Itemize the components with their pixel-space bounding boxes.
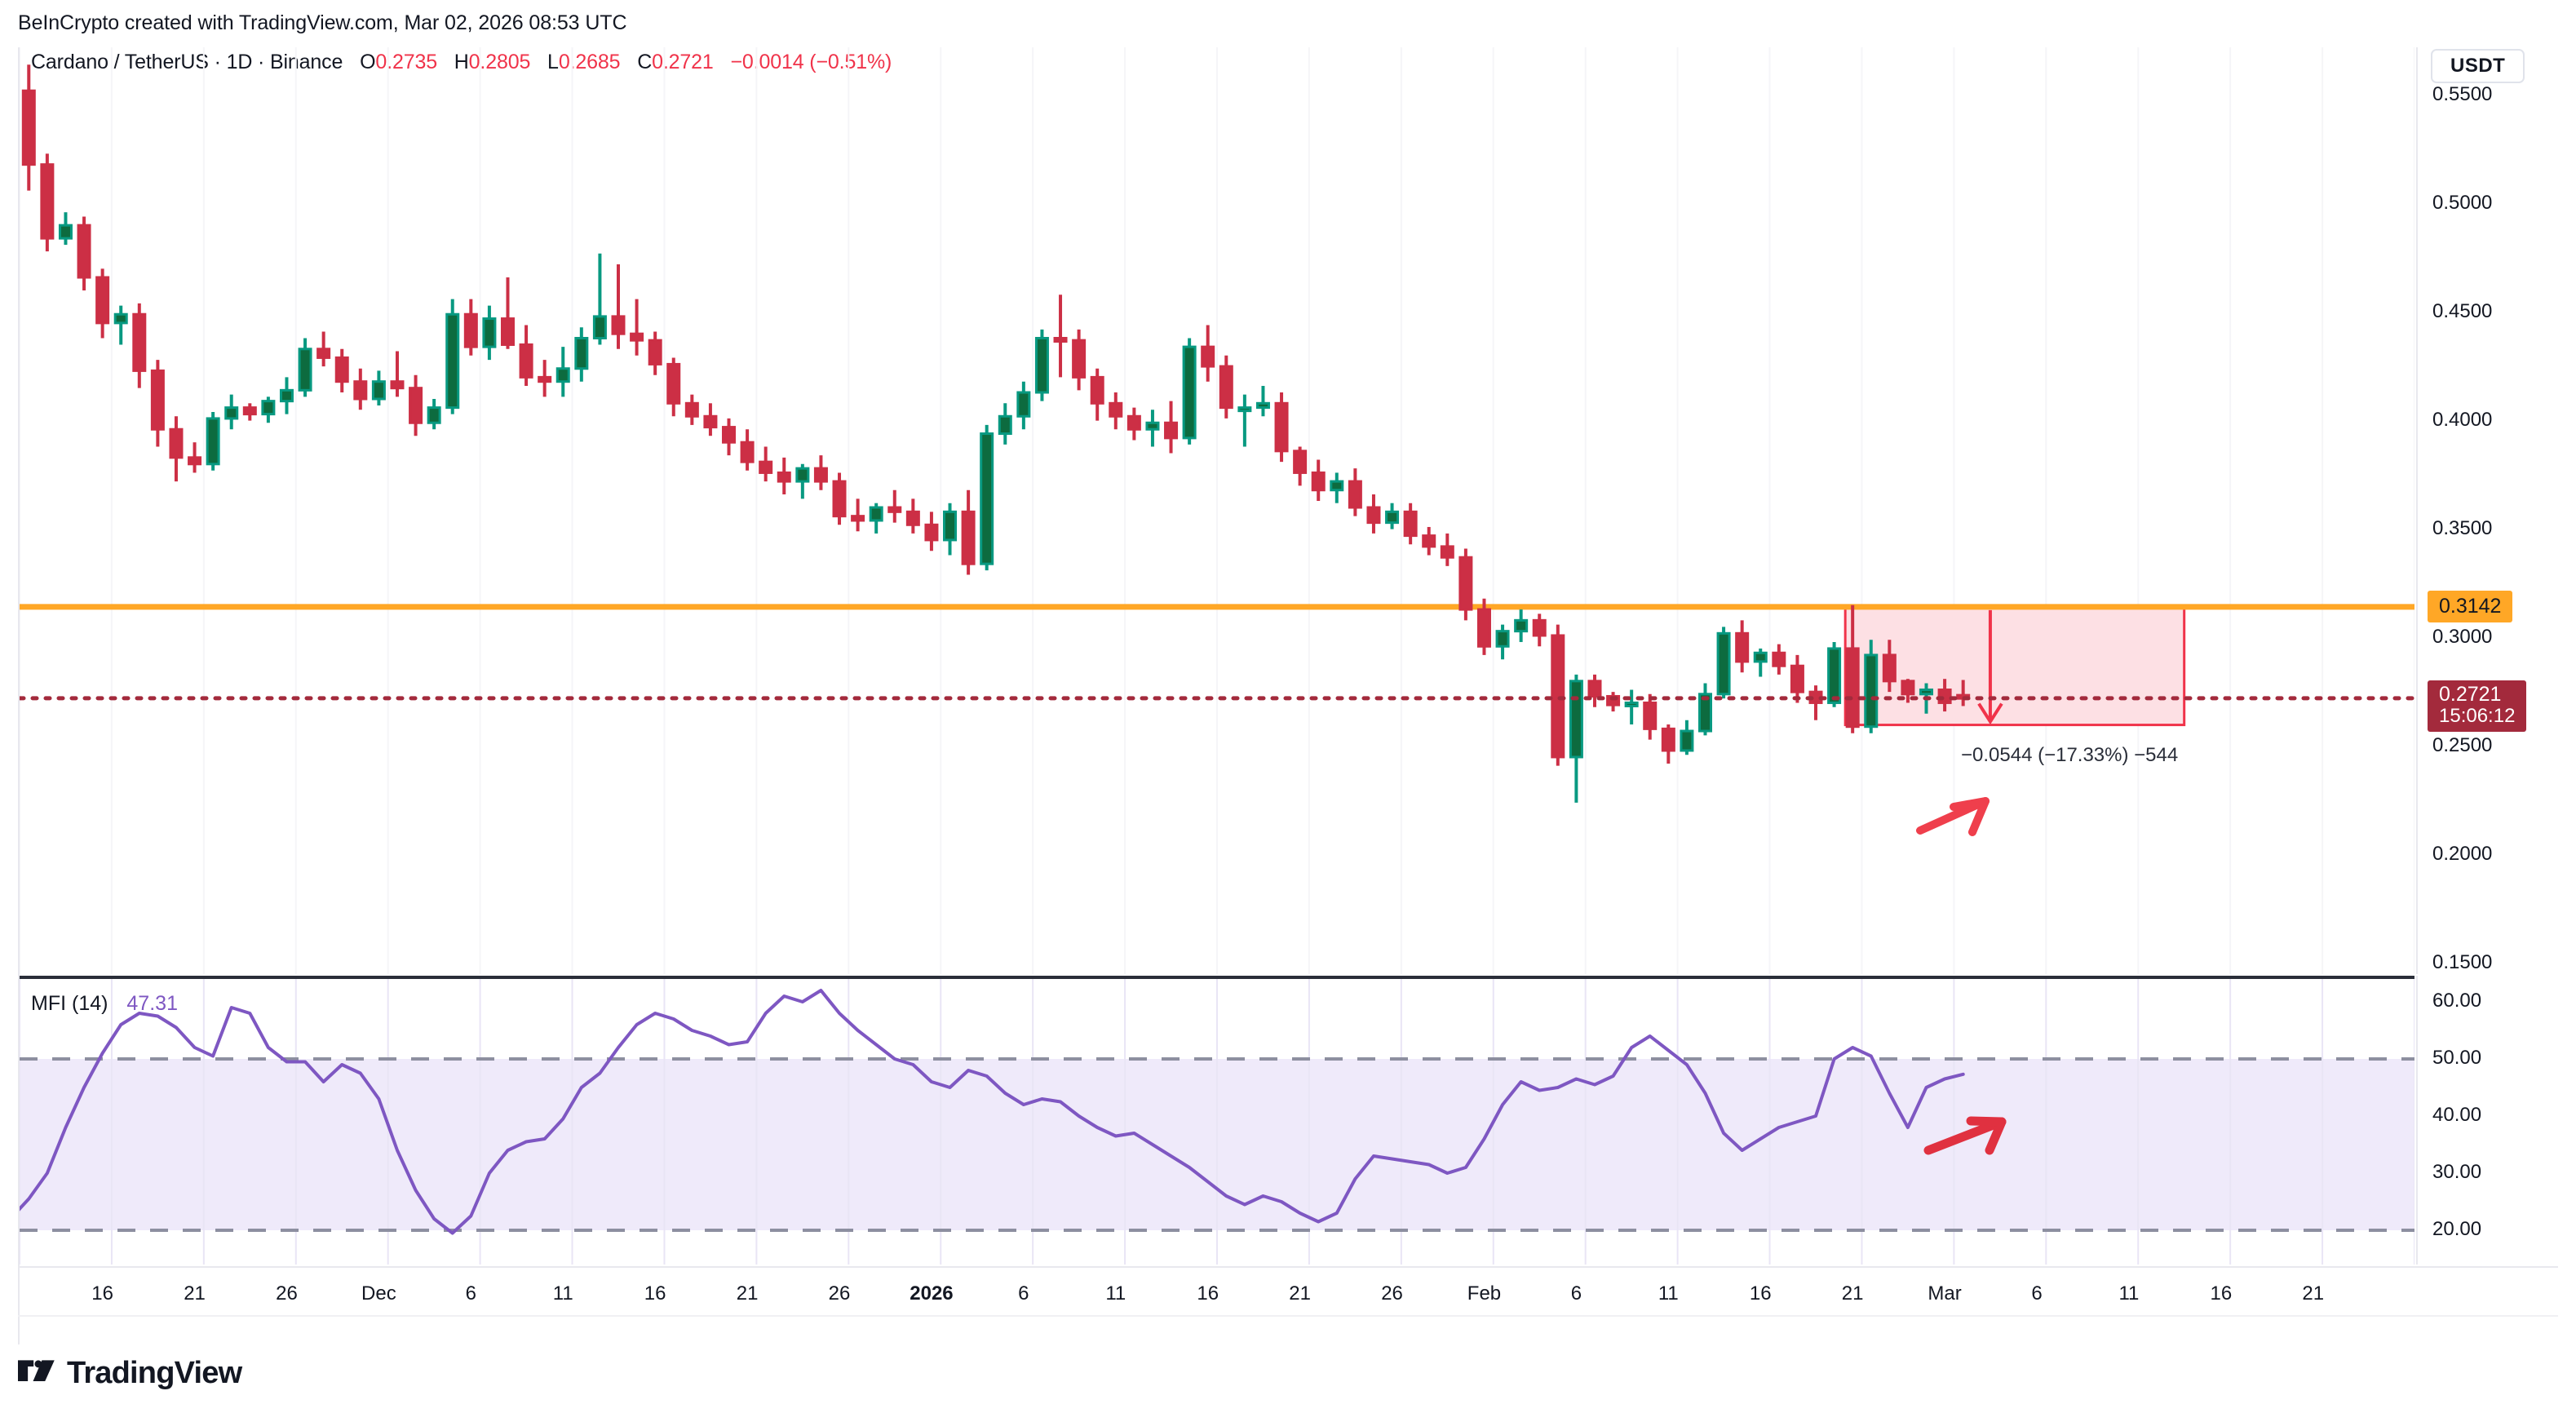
last-price-value: 0.2721 bbox=[2439, 682, 2502, 706]
price-axis-tick: 0.2500 bbox=[2432, 733, 2493, 756]
time-axis-tick: 11 bbox=[1658, 1282, 1679, 1304]
legend-high-label: H bbox=[454, 51, 469, 73]
time-axis-tick: 16 bbox=[1749, 1282, 1772, 1304]
bar-countdown: 15:06:12 bbox=[2439, 704, 2516, 727]
time-axis-tick: 11 bbox=[552, 1282, 573, 1304]
price-axis-tick: 0.3000 bbox=[2432, 625, 2493, 648]
mfi-chart-svg bbox=[20, 979, 2414, 1265]
legend-open-value: 0.2735 bbox=[375, 51, 437, 73]
mfi-axis-tick: 50.00 bbox=[2432, 1047, 2482, 1069]
legend-close-value: 0.2721 bbox=[652, 51, 714, 73]
legend-open-label: O bbox=[360, 51, 376, 73]
chart-frame bbox=[18, 47, 2558, 1344]
price-axis-tick: 0.5000 bbox=[2432, 191, 2493, 214]
price-axis-tick: 0.5500 bbox=[2432, 82, 2493, 105]
price-axis-tick: 0.1500 bbox=[2432, 950, 2493, 973]
time-axis-tick: 21 bbox=[2302, 1282, 2325, 1304]
price-axis-tick: 0.4000 bbox=[2432, 408, 2493, 431]
currency-unit-badge: USDT bbox=[2431, 49, 2525, 83]
time-axis-tick: Dec bbox=[361, 1282, 396, 1304]
time-axis-tick: 21 bbox=[1289, 1282, 1311, 1304]
time-axis-tick: 16 bbox=[1197, 1282, 1219, 1304]
time-axis-tick: Feb bbox=[1467, 1282, 1502, 1304]
time-axis-tick: Mar bbox=[1928, 1282, 1962, 1304]
time-axis-tick: 26 bbox=[1381, 1282, 1403, 1304]
time-axis-tick: 11 bbox=[2118, 1282, 2140, 1304]
time-axis-tick: 11 bbox=[1105, 1282, 1126, 1304]
time-axis-tick: 6 bbox=[2031, 1282, 2043, 1304]
price-chart-svg bbox=[20, 47, 2414, 974]
tradingview-wordmark: TradingView bbox=[67, 1356, 242, 1390]
time-axis-tick: 6 bbox=[1570, 1282, 1582, 1304]
legend-symbol[interactable]: Cardano / TetherUS · 1D · Binance bbox=[31, 51, 343, 73]
legend-change-value: −0.0014 (−0.51%) bbox=[730, 51, 892, 73]
time-axis-tick: 16 bbox=[91, 1282, 113, 1304]
mfi-axis-tick: 40.00 bbox=[2432, 1104, 2482, 1126]
time-axis-tick: 26 bbox=[828, 1282, 851, 1304]
mfi-indicator-value: 47.31 bbox=[126, 992, 178, 1015]
last-price-badge: 0.2721 15:06:12 bbox=[2428, 680, 2527, 732]
time-axis-tick: 26 bbox=[276, 1282, 298, 1304]
time-axis[interactable]: 16 21 26 Dec 6 11 16 21 26 2026 6 11 16 21 26 Feb 6 11 16 2… bbox=[18, 1266, 2558, 1317]
attribution-text: BeInCrypto created with TradingView.com,… bbox=[18, 11, 627, 34]
legend-close-label: C bbox=[637, 51, 653, 73]
legend-high-value: 0.2805 bbox=[468, 51, 531, 73]
time-axis-tick: 21 bbox=[736, 1282, 759, 1304]
mfi-legend: MFI (14) 47.31 bbox=[31, 992, 178, 1016]
time-axis-tick: 21 bbox=[1841, 1282, 1864, 1304]
mfi-indicator-name[interactable]: MFI (14) bbox=[31, 992, 108, 1015]
price-axis-tick: 0.3500 bbox=[2432, 516, 2493, 539]
tradingview-mark-icon bbox=[18, 1359, 55, 1381]
time-axis-tick: 6 bbox=[465, 1282, 476, 1304]
time-axis-tick: 2026 bbox=[910, 1282, 954, 1304]
mfi-axis[interactable]: 60.00 50.00 40.00 30.00 20.00 bbox=[2416, 976, 2576, 1265]
time-axis-tick: 21 bbox=[184, 1282, 206, 1304]
chart-legend: Cardano / TetherUS · 1D · Binance O0.273… bbox=[31, 51, 892, 74]
mfi-axis-tick: 20.00 bbox=[2432, 1218, 2482, 1240]
resistance-price-badge: 0.3142 bbox=[2428, 590, 2513, 622]
mfi-axis-tick: 60.00 bbox=[2432, 990, 2482, 1012]
time-axis-tick: 16 bbox=[2210, 1282, 2233, 1304]
measure-tool-label: −0.0544 (−17.33%) −544 bbox=[1961, 744, 2179, 766]
price-axis[interactable]: USDT 0.5500 0.5000 0.4500 0.4000 0.3500 0.300… bbox=[2416, 47, 2576, 974]
legend-low-label: L bbox=[547, 51, 559, 73]
mfi-axis-tick: 30.00 bbox=[2432, 1161, 2482, 1183]
mfi-pane[interactable] bbox=[20, 976, 2414, 1265]
time-axis-tick: 6 bbox=[1018, 1282, 1029, 1304]
price-pane[interactable] bbox=[20, 47, 2414, 974]
price-axis-tick: 0.2000 bbox=[2432, 842, 2493, 865]
price-axis-tick: 0.4500 bbox=[2432, 299, 2493, 322]
legend-low-value: 0.2685 bbox=[558, 51, 621, 73]
time-axis-tick: 16 bbox=[644, 1282, 666, 1304]
tradingview-logo: TradingView bbox=[18, 1356, 242, 1391]
